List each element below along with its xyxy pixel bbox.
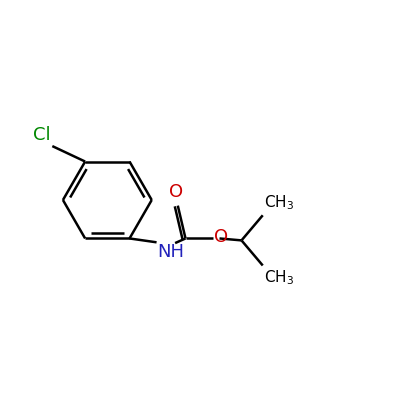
Text: Cl: Cl	[33, 126, 50, 144]
Text: NH: NH	[157, 243, 184, 261]
Text: CH$_3$: CH$_3$	[264, 194, 294, 212]
Text: O: O	[214, 228, 229, 246]
Text: CH$_3$: CH$_3$	[264, 268, 294, 287]
Text: O: O	[169, 183, 183, 201]
